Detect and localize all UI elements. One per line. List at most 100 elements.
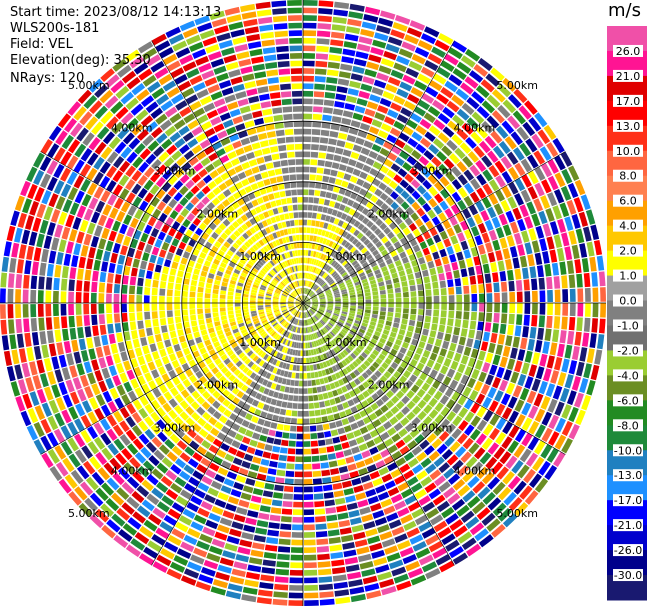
range-gate — [469, 522, 485, 536]
range-gate — [365, 306, 372, 310]
range-gate — [451, 459, 464, 472]
range-gate — [319, 307, 325, 310]
range-gate — [275, 384, 281, 391]
range-gate — [313, 340, 318, 347]
range-gate — [355, 492, 367, 501]
range-gate — [281, 508, 293, 515]
range-gate — [262, 559, 276, 567]
range-gate — [409, 358, 418, 367]
range-gate — [325, 313, 331, 317]
range-gate — [275, 568, 290, 576]
range-gate — [379, 311, 386, 316]
range-gate — [294, 463, 303, 470]
range-gate — [382, 421, 393, 430]
range-gate — [433, 309, 440, 317]
range-gate — [402, 434, 413, 444]
range-gate — [519, 448, 532, 463]
range-gate — [321, 318, 327, 324]
range-gate — [370, 374, 378, 382]
range-gate — [562, 303, 569, 316]
range-gate — [319, 591, 334, 598]
range-gate — [498, 379, 509, 392]
range-gate — [360, 325, 367, 331]
range-gate — [513, 480, 527, 495]
range-gate — [523, 468, 536, 484]
range-gate — [475, 393, 486, 405]
range-gate — [492, 354, 501, 366]
range-gate — [467, 475, 480, 489]
range-gate — [290, 325, 295, 332]
range-gate — [319, 454, 328, 462]
range-gate — [304, 304, 309, 309]
range-gate — [319, 308, 325, 312]
range-gate — [272, 492, 283, 499]
range-gate — [391, 327, 399, 334]
range-gate — [309, 309, 315, 314]
range-gate — [301, 335, 303, 341]
range-gate — [403, 520, 417, 531]
range-gate — [372, 453, 383, 462]
range-gate — [413, 332, 421, 340]
range-gate — [306, 372, 311, 379]
range-gate — [300, 304, 303, 311]
range-gate — [399, 346, 407, 355]
range-gate — [314, 508, 326, 515]
range-gate — [394, 533, 408, 544]
range-gate — [273, 438, 282, 446]
range-gate — [460, 374, 470, 385]
range-gate — [399, 463, 411, 474]
range-gate — [381, 585, 397, 596]
range-gate — [260, 394, 267, 403]
range-gate — [395, 457, 407, 467]
range-gate — [356, 311, 363, 316]
range-gate — [295, 456, 303, 463]
range-gate — [517, 464, 530, 479]
range-gate — [538, 380, 548, 395]
range-gate — [418, 309, 425, 316]
range-gate — [354, 539, 368, 548]
range-gate — [304, 303, 311, 306]
range-gate — [336, 334, 343, 341]
range-gate — [316, 331, 321, 338]
range-gate — [350, 327, 357, 334]
range-gate — [554, 401, 565, 416]
range-gate — [444, 387, 454, 398]
range-gate — [300, 350, 303, 357]
range-gate — [329, 422, 337, 429]
range-gate — [379, 337, 387, 344]
range-gate — [442, 487, 456, 499]
range-gate — [522, 326, 530, 338]
range-gate — [494, 390, 504, 402]
colorbar-tick-label: 4.0 — [619, 220, 637, 233]
range-gate — [315, 348, 320, 355]
range-gate — [200, 566, 216, 577]
range-gate — [285, 470, 295, 477]
range-gate — [418, 303, 425, 309]
range-gate — [242, 586, 258, 595]
range-gate — [363, 348, 371, 356]
range-gate — [369, 470, 381, 480]
range-gate — [502, 421, 513, 435]
range-gate — [287, 448, 296, 455]
range-gate — [298, 312, 301, 318]
range-gate — [298, 380, 303, 387]
range-gate — [571, 345, 580, 361]
range-gate — [346, 320, 353, 325]
range-gate — [338, 332, 345, 339]
range-gate — [338, 319, 345, 324]
range-gate — [431, 323, 438, 331]
range-gate — [311, 317, 316, 323]
range-gate — [368, 341, 376, 349]
range-gate — [387, 462, 398, 472]
range-gate — [309, 326, 313, 333]
range-gate — [568, 423, 580, 440]
range-gate — [353, 531, 366, 540]
range-gate — [439, 560, 455, 573]
range-gate — [363, 334, 371, 341]
range-gate — [443, 358, 452, 368]
range-gate — [422, 328, 429, 336]
range-gate — [381, 362, 389, 370]
range-gate — [309, 318, 313, 325]
range-gate — [550, 370, 560, 384]
range-gate — [449, 379, 459, 390]
